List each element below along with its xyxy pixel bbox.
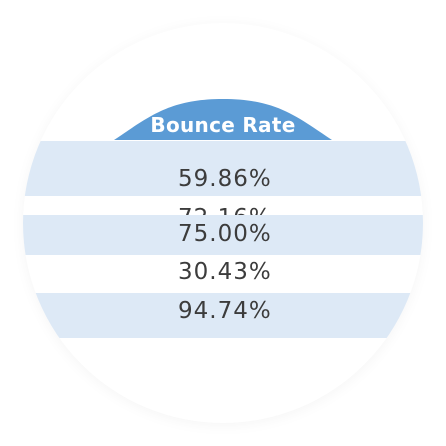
row-value: 59.86% [178, 166, 272, 192]
table-row: 30.43% [23, 255, 423, 293]
circle-card: 59.86% 72.16% 75.00% 30.43% 94.74% [23, 23, 423, 423]
row-value: 94.74% [178, 298, 272, 324]
header-title: Bounce Rate [150, 113, 296, 137]
table-row: 94.74% [23, 293, 423, 338]
row-value: 75.00% [178, 221, 272, 247]
table-row: 59.86% [23, 141, 423, 196]
row-value: 30.43% [178, 259, 272, 285]
table-row: 75.00% [23, 215, 423, 255]
